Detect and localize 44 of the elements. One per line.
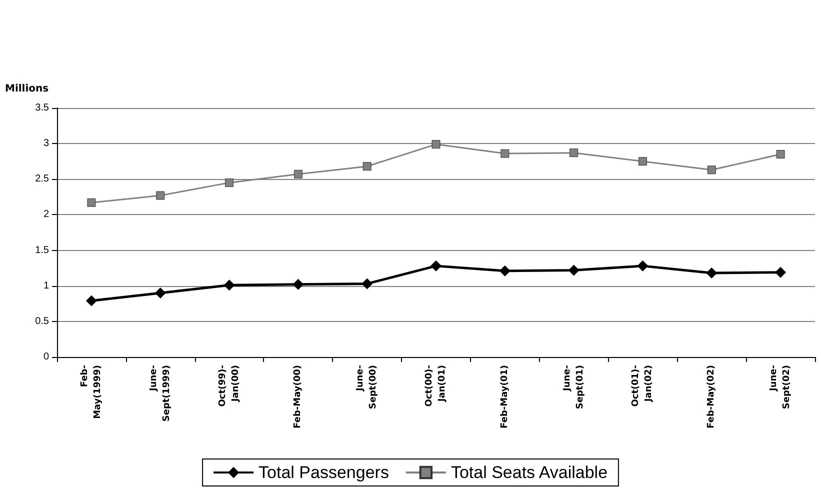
point bbox=[706, 268, 718, 279]
point bbox=[637, 260, 648, 272]
y-tick-label: 1 bbox=[43, 280, 50, 292]
point bbox=[86, 295, 97, 306]
point bbox=[362, 278, 373, 290]
point bbox=[500, 149, 510, 158]
y-tick-label: 3.5 bbox=[35, 102, 50, 114]
y-axis-title: Millions bbox=[5, 84, 49, 94]
point bbox=[224, 280, 235, 291]
y-tick-label: 0.5 bbox=[35, 316, 50, 327]
point bbox=[776, 150, 785, 158]
legend-label: Total Passengers bbox=[258, 463, 389, 482]
x-tick-label: Feb-May(00) bbox=[293, 365, 304, 428]
point bbox=[87, 198, 96, 207]
point bbox=[154, 287, 166, 298]
point bbox=[775, 266, 786, 278]
point bbox=[707, 166, 716, 174]
point bbox=[156, 191, 165, 200]
x-tick-label: Oct(00)- Jan(01) bbox=[424, 364, 448, 407]
x-tick-label: Feb- May(1999) bbox=[80, 364, 103, 419]
point bbox=[499, 265, 510, 276]
point bbox=[292, 278, 304, 290]
x-tick-label: Oct(01)- Jan(02) bbox=[631, 364, 654, 407]
point bbox=[294, 170, 302, 178]
x-tick-label: June- Sept(1999) bbox=[148, 364, 172, 422]
point bbox=[362, 162, 372, 171]
point bbox=[638, 157, 647, 166]
x-tick-label: June- Sept(00) bbox=[356, 364, 379, 410]
point bbox=[430, 260, 442, 272]
y-tick-label: 3 bbox=[43, 138, 50, 150]
x-tick-label: Feb-May(01) bbox=[500, 365, 510, 428]
y-tick-label: 2.5 bbox=[35, 174, 50, 185]
y-tick-label: 0 bbox=[43, 352, 50, 362]
point bbox=[432, 140, 440, 149]
point bbox=[225, 178, 234, 187]
x-tick-label: June- Sept(01) bbox=[562, 364, 586, 410]
legend-label: Total Seats Available bbox=[450, 463, 608, 482]
y-tick-label: 2 bbox=[43, 209, 50, 220]
point bbox=[568, 264, 580, 276]
y-tick-label: 1.5 bbox=[35, 244, 50, 256]
x-tick-label: Oct(99)- Jan(00) bbox=[218, 364, 241, 407]
x-tick-label: June- Sept(02) bbox=[769, 364, 792, 410]
point bbox=[570, 148, 578, 158]
x-tick-label: Feb-May(02) bbox=[706, 365, 717, 428]
